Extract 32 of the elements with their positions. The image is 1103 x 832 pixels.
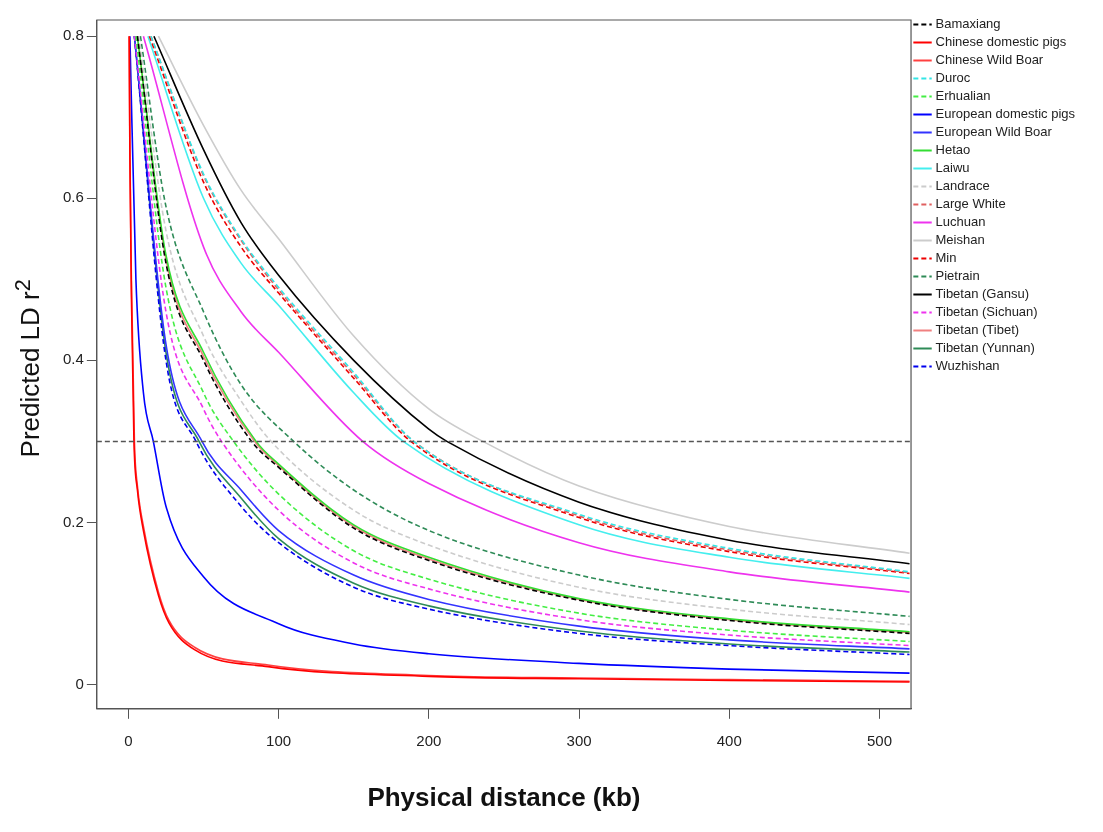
legend-label: Bamaxiang [935, 16, 1001, 32]
legend-label: Tibetan (Tibet) [935, 322, 1020, 338]
x-tick-label: 400 [716, 731, 742, 749]
x-tick-label: 200 [416, 731, 442, 749]
legend-label: Erhualian [935, 88, 991, 104]
legend-label: Luchuan [935, 214, 986, 230]
legend-label: Chinese Wild Boar [935, 52, 1044, 68]
legend-label: Tibetan (Sichuan) [935, 304, 1038, 320]
x-tick-label: 500 [866, 731, 892, 749]
legend-label: Large White [935, 196, 1006, 212]
legend-label: Landrace [935, 178, 990, 194]
x-tick-label: 300 [566, 731, 592, 749]
x-tick-label: 0 [124, 731, 133, 749]
legend-label: Pietrain [935, 268, 980, 284]
legend-label: Hetao [935, 142, 971, 158]
y-tick-label: 0.8 [62, 26, 84, 44]
legend-label: Wuzhishan [935, 358, 1000, 374]
y-tick-label: 0 [75, 674, 84, 692]
legend-label: Tibetan (Yunnan) [935, 340, 1035, 356]
y-tick-label: 0.6 [62, 188, 84, 206]
legend-label: Duroc [935, 70, 971, 86]
x-tick-label: 100 [266, 731, 292, 749]
legend-label: Meishan [935, 232, 985, 248]
legend-label: Min [935, 250, 957, 266]
y-tick-label: 0.4 [62, 350, 84, 368]
legend-label: Chinese domestic pigs [935, 34, 1067, 50]
legend-label: Tibetan (Gansu) [935, 286, 1029, 302]
legend-label: European domestic pigs [935, 106, 1076, 122]
y-tick-label: 0.2 [62, 512, 84, 530]
legend-label: European Wild Boar [935, 124, 1053, 140]
x-axis-title: Physical distance (kb) [367, 781, 641, 812]
legend-label: Laiwu [935, 160, 970, 176]
